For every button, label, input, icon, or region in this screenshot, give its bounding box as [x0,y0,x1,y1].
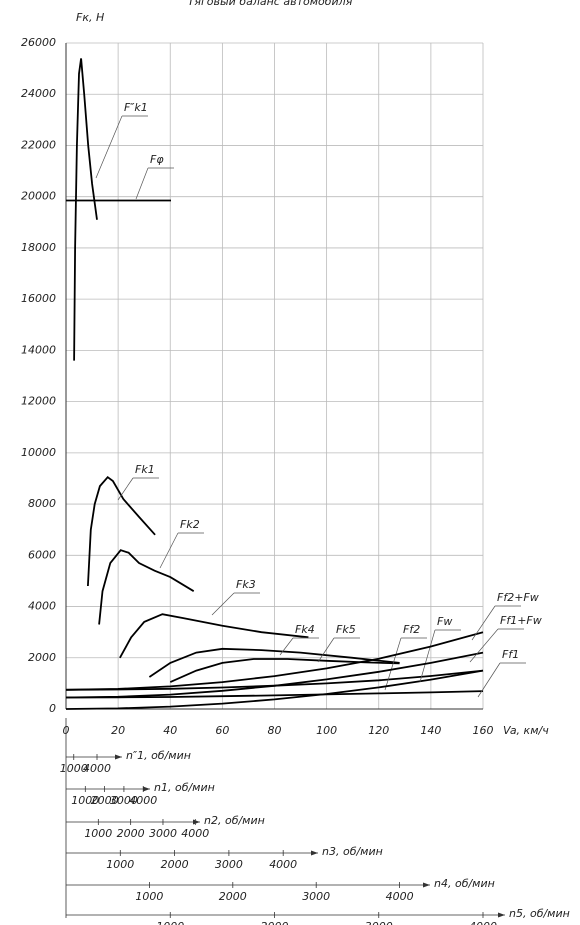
y-axis-label: Fк, Н [76,11,104,24]
series-label: Ff1 [502,648,519,661]
x-tick-label: 80 [268,724,282,737]
scale-arrow [143,786,150,792]
y-tick-label: 16000 [21,292,56,305]
scale-tick-label: 1000 [106,858,134,871]
x-tick-label: 100 [316,724,337,737]
leader-line [135,167,149,200]
series-label: Fk5 [336,623,356,636]
scale-tick-label: 1000 [71,794,99,807]
leader-line [469,628,499,663]
series-line [87,475,156,587]
leader-line [95,115,123,179]
x-tick-label: 20 [111,724,125,737]
y-tick-label: 2000 [28,651,56,664]
series-line [65,669,484,710]
y-tick-label: 6000 [28,548,56,561]
scale-tick-label: 3000 [215,858,243,871]
scale-label: n5, об/мин [509,907,570,920]
scale-tick-label: 1000 [135,890,163,903]
scale-tick-label: 4000 [386,890,414,903]
series-label: Fk1 [135,463,155,476]
scale-tick-label: 2000 [117,827,145,840]
scale-tick-label: 2000 [219,890,247,903]
scale-tick-label: 3000 [110,794,138,807]
scale-tick-label: 1000 [156,920,184,925]
y-tick-label: 18000 [21,241,56,254]
leader-line [279,637,294,656]
x-tick-label: 60 [215,724,229,737]
y-tick-label: 24000 [21,87,56,100]
scale-arrow [115,754,122,760]
scale-label: n1, об/мин [154,781,215,794]
leader-line [317,637,335,663]
scale-tick-label: 3000 [365,920,393,925]
y-tick-label: 12000 [21,395,56,408]
scale-tick-label: 4000 [129,794,157,807]
x-tick-label: 0 [63,724,70,737]
leader-line [477,662,501,698]
series-line [65,651,484,699]
scale-tick-label: 4000 [83,762,111,775]
leader-line [419,629,436,683]
y-tick-label: 26000 [21,36,56,49]
series-line [65,631,484,691]
series-line [73,58,98,361]
scale-tick-label: 1000 [84,827,112,840]
series-label: F″k1 [124,101,148,114]
y-tick-label: 10000 [21,446,56,459]
series-line [65,690,484,699]
y-tick-label: 20000 [21,190,56,203]
series-label: Ff2 [403,623,420,636]
series-label: Fk2 [180,518,200,531]
series-label: Ff2+Fw [497,591,539,604]
scale-tick-label: 2000 [261,920,289,925]
scale-arrow [498,912,505,918]
x-axis-label: Va, км/ч [503,724,549,737]
x-tick-label: 40 [163,724,177,737]
y-tick-label: 14000 [21,343,56,356]
x-tick-label: 160 [473,724,494,737]
series-label: Fw [437,615,452,628]
scale-tick-label: 4000 [269,858,297,871]
x-tick-label: 120 [368,724,389,737]
series-line [148,647,400,678]
scale-label: n2, об/мин [204,814,265,827]
scale-arrow [423,882,430,888]
leader-line [117,477,134,501]
series-label: Ff1+Fw [500,614,542,627]
series-label: Fk3 [236,578,256,591]
scale-tick-label: 2000 [161,858,189,871]
leader-line [384,637,402,691]
y-tick-label: 0 [49,702,56,715]
y-tick-label: 4000 [28,600,56,613]
leader-line [211,592,235,616]
scale-tick-label: 4000 [181,827,209,840]
leader-line [159,532,179,569]
series-line [119,613,309,659]
scale-tick-label: 1000 [60,762,88,775]
chart-title: Тяговый баланс автомобиля [188,0,353,8]
scale-tick-label: 2000 [91,794,119,807]
scale-tick-label: 4000 [469,920,497,925]
scale-tick-label: 3000 [149,827,177,840]
series-label: Fk4 [295,623,315,636]
leader-line [471,605,496,641]
scale-label: n3, об/мин [322,845,383,858]
scale-label: n″1, об/мин [126,749,191,762]
series-line [98,549,195,625]
scale-arrow [193,819,200,825]
series-label: Fφ [150,153,164,166]
scale-arrow [311,850,318,856]
x-tick-label: 140 [420,724,441,737]
y-tick-label: 22000 [21,138,56,151]
scale-tick-label: 3000 [302,890,330,903]
scale-label: n4, об/мин [434,877,495,890]
series-line [169,658,400,683]
y-tick-label: 8000 [28,497,56,510]
